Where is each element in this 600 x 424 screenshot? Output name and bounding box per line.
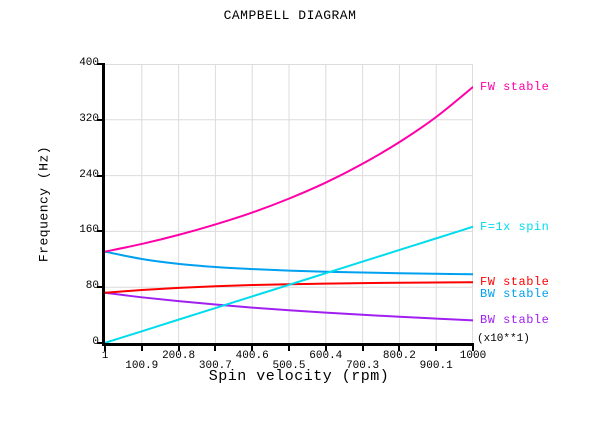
y-tick-mark xyxy=(97,174,102,177)
curve-f-1x-spin-1 xyxy=(105,225,473,343)
x-tick-mark xyxy=(361,346,364,351)
x-tick-label: 200.8 xyxy=(162,350,196,362)
x-tick-mark xyxy=(288,346,290,351)
legend-label-f-1x-spin-1: F=1x spin xyxy=(480,219,550,234)
x-tick-mark xyxy=(177,346,180,351)
x-tick-mark xyxy=(140,346,143,351)
x-tick-label: 700.3 xyxy=(346,360,380,372)
chart-title: CAMPBELL DIAGRAM xyxy=(223,8,357,23)
x-tick-label: 600.4 xyxy=(309,350,343,362)
curve-fw-stable-0 xyxy=(105,86,473,253)
x-tick-label: 100.9 xyxy=(125,360,159,372)
curve-bw-stable-4 xyxy=(105,291,473,322)
x-tick-mark xyxy=(324,346,327,351)
x-tick-label: 400.6 xyxy=(235,350,269,362)
x-tick-mark xyxy=(104,346,106,351)
x-tick-label: 900.1 xyxy=(419,360,453,372)
x-tick-label: 1 xyxy=(101,350,109,362)
y-axis-label: Frequency (Hz) xyxy=(36,145,52,263)
y-tick-mark xyxy=(97,286,102,289)
x-tick-mark xyxy=(472,346,474,351)
curve-bw-stable-3 xyxy=(105,250,473,276)
y-tick-label: 400 xyxy=(79,57,99,69)
y-tick-label: 80 xyxy=(85,280,99,293)
x-tick-label: 800.2 xyxy=(382,350,416,362)
x-tick-mark xyxy=(251,346,254,351)
y-tick-label: 0 xyxy=(92,336,99,348)
legend-label-fw-stable-0: FW stable xyxy=(480,80,550,95)
y-axis-line xyxy=(102,63,105,346)
x-tick-mark xyxy=(214,346,217,351)
y-tick-label: 320 xyxy=(79,112,99,125)
y-tick-mark xyxy=(97,230,102,233)
legend-label-fw-stable-2: FW stable xyxy=(480,275,550,290)
x-axis-line xyxy=(102,343,474,346)
y-tick-mark xyxy=(97,342,102,344)
x-axis-label: Spin velocity (rpm) xyxy=(208,368,390,385)
x-tick-mark xyxy=(435,346,438,351)
x-tick-label: 1000 xyxy=(459,350,487,362)
x-tick-label: 500.5 xyxy=(272,360,306,372)
plot-area xyxy=(105,64,473,343)
y-tick-mark xyxy=(97,118,102,121)
y-tick-mark xyxy=(97,63,102,65)
x-tick-label: 300.7 xyxy=(198,360,232,372)
legend-label-bw-stable-4: BW stable xyxy=(480,313,550,328)
y-tick-label: 160 xyxy=(79,224,99,237)
x-axis-multiplier-note: (x10**1) xyxy=(477,333,530,345)
legend-label-bw-stable-3: BW stable xyxy=(480,287,550,302)
x-tick-mark xyxy=(398,346,401,351)
y-tick-label: 240 xyxy=(79,168,99,181)
